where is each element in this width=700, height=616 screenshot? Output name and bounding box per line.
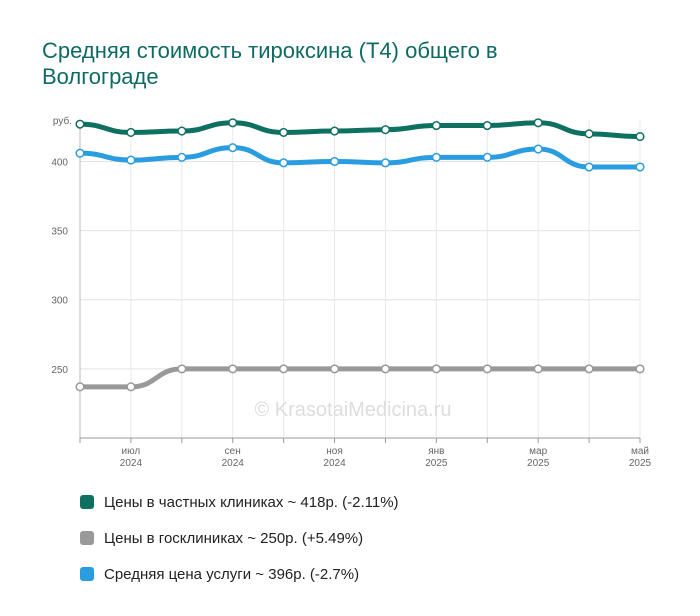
data-point-series-2 xyxy=(126,155,136,165)
chart-title: Средняя стоимость тироксина (Т4) общего … xyxy=(42,38,498,89)
data-point-series-1 xyxy=(482,364,492,374)
data-point-series-2 xyxy=(279,158,289,168)
data-point-series-0 xyxy=(431,120,441,131)
x-tick-label: ноя xyxy=(326,446,343,457)
data-point-series-1 xyxy=(279,364,289,374)
series-line-2 xyxy=(77,145,643,170)
data-point-series-2 xyxy=(177,152,187,162)
data-point-series-1 xyxy=(329,364,340,374)
legend-label-average: Средняя цена услуги ~ 396р. (-2.7%) xyxy=(104,565,360,583)
legend-item-private[interactable]: Цены в частных клиниках ~ 418р. (-2.11%) xyxy=(80,484,399,520)
x-tick-label-year: 2025 xyxy=(527,458,550,469)
legend-label-state: Цены в госклиниках ~ 250р. (+5.49%) xyxy=(104,529,364,547)
data-point-series-1 xyxy=(635,364,645,374)
x-tick-label: июл xyxy=(122,446,141,457)
data-point-series-0 xyxy=(126,127,136,137)
legend-swatch-state xyxy=(80,531,94,545)
legend-item-average[interactable]: Средняя цена услуги ~ 396р. (-2.7%) xyxy=(80,556,399,592)
legend: Цены в частных клиниках ~ 418р. (-2.11%)… xyxy=(80,484,399,592)
data-point-series-2 xyxy=(635,162,645,172)
y-tick-label: 300 xyxy=(51,296,68,307)
data-point-series-0 xyxy=(279,127,289,137)
x-tick-label: май xyxy=(631,446,649,457)
data-point-series-0 xyxy=(533,118,543,128)
data-point-series-2 xyxy=(584,162,594,172)
data-point-series-1 xyxy=(431,364,441,374)
data-point-series-2 xyxy=(75,148,85,158)
data-point-series-1 xyxy=(177,364,187,374)
data-point-series-2 xyxy=(329,156,340,167)
y-unit-label: руб. xyxy=(53,115,72,127)
data-point-series-1 xyxy=(533,364,543,374)
data-point-series-0 xyxy=(177,126,187,136)
data-point-series-0 xyxy=(329,126,340,136)
data-point-series-0 xyxy=(584,129,594,139)
data-point-series-1 xyxy=(380,364,391,374)
legend-swatch-private xyxy=(80,495,94,509)
y-tick-label: 400 xyxy=(51,157,68,168)
series-line-0 xyxy=(77,120,643,140)
y-tick-label: 250 xyxy=(51,365,68,376)
x-tick-label: янв xyxy=(428,446,444,457)
legend-item-state[interactable]: Цены в госклиниках ~ 250р. (+5.49%) xyxy=(80,520,399,556)
x-tick-label-year: 2025 xyxy=(629,458,652,469)
x-tick-label: сен xyxy=(225,446,241,457)
legend-label-private: Цены в частных клиниках ~ 418р. (-2.11%) xyxy=(104,493,399,511)
data-point-series-2 xyxy=(380,158,391,168)
data-points xyxy=(75,118,645,392)
series-line-1 xyxy=(77,366,643,390)
data-point-series-1 xyxy=(584,364,594,374)
data-point-series-0 xyxy=(482,120,492,131)
x-tick-label-year: 2025 xyxy=(425,458,448,469)
watermark-text: © KrasotaiMedicina.ru xyxy=(254,399,451,421)
data-point-series-0 xyxy=(75,119,85,129)
y-tick-label: 350 xyxy=(51,227,68,238)
data-point-series-1 xyxy=(126,382,136,392)
data-point-series-2 xyxy=(431,152,441,162)
data-point-series-2 xyxy=(482,152,492,162)
x-tick-label-year: 2024 xyxy=(222,458,245,469)
data-point-series-1 xyxy=(228,364,238,374)
line-chart: 250300350400руб.июл2024сен2024ноя2024янв… xyxy=(51,115,652,469)
legend-swatch-average xyxy=(80,567,94,581)
data-point-series-0 xyxy=(635,132,645,142)
x-tick-label: мар xyxy=(529,446,547,457)
data-point-series-0 xyxy=(380,125,391,135)
series-lines xyxy=(77,120,643,390)
data-point-series-0 xyxy=(228,118,238,128)
x-tick-label-year: 2024 xyxy=(323,458,346,469)
grid-lines xyxy=(79,120,641,438)
data-point-series-2 xyxy=(533,144,543,154)
x-tick-label-year: 2024 xyxy=(120,458,143,469)
data-point-series-2 xyxy=(228,143,238,153)
data-point-series-1 xyxy=(75,382,85,392)
